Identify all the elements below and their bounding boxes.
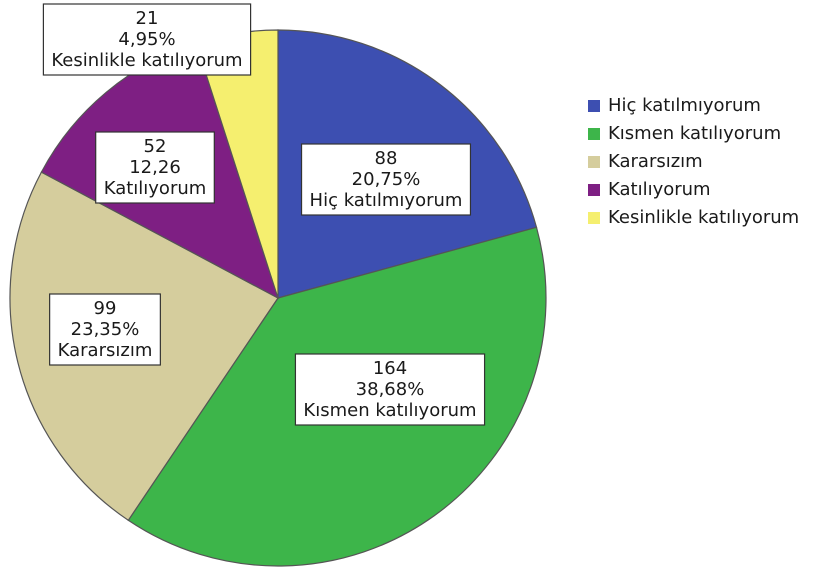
label-percent: 4,95% — [118, 29, 175, 50]
label-percent: 20,75% — [352, 169, 421, 190]
label-box — [49, 293, 161, 366]
label-category: Kesinlikle katılıyorum — [51, 50, 242, 71]
label-count: 88 — [375, 148, 398, 169]
label-count: 164 — [373, 358, 407, 379]
legend-label: Kesinlikle katılıyorum — [608, 207, 799, 228]
label-box — [300, 143, 472, 216]
legend-swatch — [588, 156, 600, 168]
label-box — [95, 131, 215, 204]
legend-label: Hiç katılmıyorum — [608, 95, 761, 116]
legend-swatch — [588, 128, 600, 140]
label-box — [294, 353, 486, 426]
label-category: Kararsızım — [58, 340, 153, 361]
label-count: 99 — [94, 298, 117, 319]
label-percent: 12,26 — [129, 157, 181, 178]
legend-label: Kısmen katılıyorum — [608, 123, 781, 144]
label-count: 52 — [144, 136, 167, 157]
label-box — [42, 3, 252, 76]
label-category: Kısmen katılıyorum — [303, 400, 476, 421]
label-count: 21 — [136, 8, 159, 29]
data-label: 214,95%Kesinlikle katılıyorum — [42, 3, 252, 76]
legend-swatch — [588, 184, 600, 196]
legend-swatch — [588, 100, 600, 112]
legend-swatch — [588, 212, 600, 224]
legend-label: Katılıyorum — [608, 179, 711, 200]
label-category: Hiç katılmıyorum — [310, 190, 463, 211]
label-percent: 23,35% — [71, 319, 140, 340]
label-category: Katılıyorum — [104, 178, 207, 199]
legend-label: Kararsızım — [608, 151, 703, 172]
label-percent: 38,68% — [356, 379, 425, 400]
